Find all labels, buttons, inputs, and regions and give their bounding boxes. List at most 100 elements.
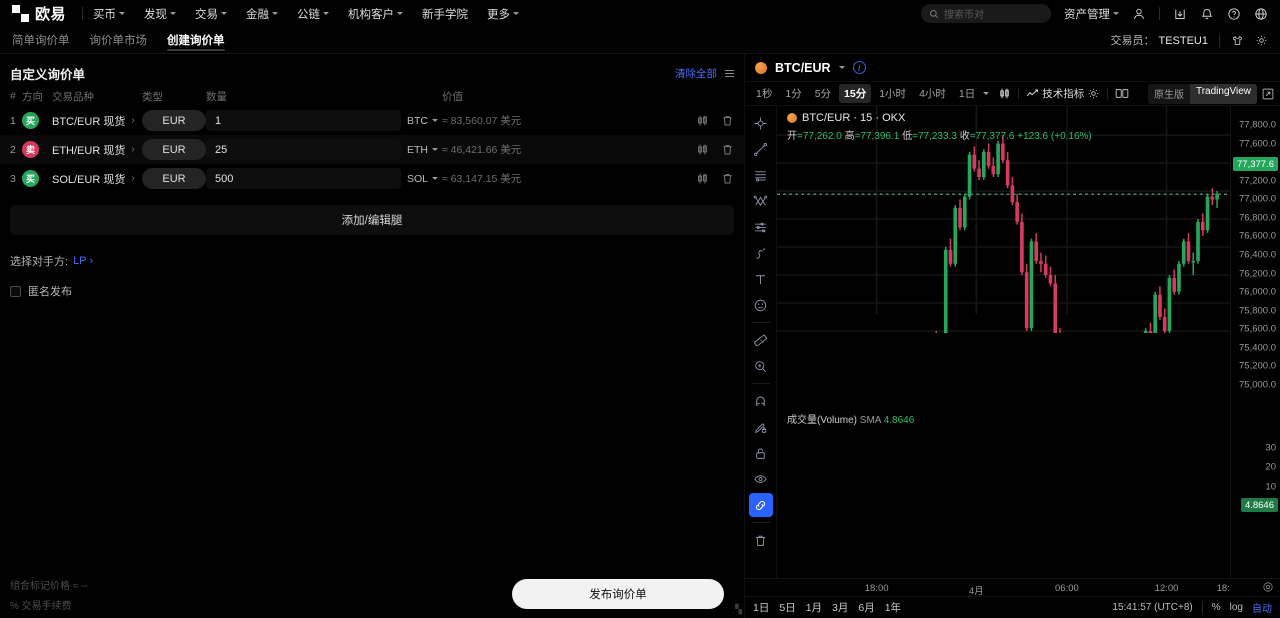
lock-icon[interactable] (749, 441, 773, 465)
globe-icon[interactable] (1254, 7, 1268, 21)
candlestick-icon[interactable] (696, 172, 709, 185)
unit-selector[interactable]: BTC (407, 115, 442, 127)
direction-toggle[interactable]: 卖 (22, 141, 52, 158)
range-5d[interactable]: 5日 (779, 602, 796, 614)
fib-pattern-icon[interactable] (749, 189, 773, 213)
nav-label: 更多 (487, 8, 511, 21)
assets-management-menu[interactable]: 资产管理 (1064, 6, 1119, 22)
trend-line-icon[interactable] (749, 137, 773, 161)
symbol-selector[interactable]: BTC/EUR 现货 › (52, 113, 142, 129)
range-3mo[interactable]: 3月 (832, 602, 849, 614)
time-axis[interactable]: 18:00 4月 06:00 12:00 18: (745, 578, 1280, 597)
bell-icon[interactable] (1200, 7, 1214, 21)
quantity-input[interactable]: 500 (206, 168, 401, 189)
timeframe-1d[interactable]: 1日 (958, 88, 976, 100)
type-pill[interactable]: EUR (142, 110, 206, 131)
quantity-input[interactable]: 1 (206, 110, 401, 131)
tab-create-rfq[interactable]: 创建询价单 (167, 27, 225, 53)
timeframe-15m[interactable]: 15分 (839, 84, 872, 103)
brand-logo[interactable]: 欧易 (12, 3, 66, 24)
chevron-down-icon[interactable] (983, 92, 990, 95)
percent-scale-toggle[interactable]: % (1211, 602, 1221, 613)
time-settings-icon[interactable] (1262, 581, 1274, 593)
search-icon (929, 9, 939, 19)
price-axis[interactable]: 77,800.077,600.077,400.077,200.077,000.0… (1230, 106, 1280, 578)
help-icon[interactable] (1227, 7, 1241, 21)
link-icon[interactable] (748, 493, 773, 517)
type-pill[interactable]: EUR (142, 139, 206, 160)
nav-item-academy[interactable]: 新手学院 (422, 6, 468, 22)
resize-handle[interactable]: ▚ (735, 604, 742, 614)
chevron-down-icon[interactable] (838, 66, 845, 69)
user-icon[interactable] (1132, 7, 1146, 21)
ruler-icon[interactable] (749, 328, 773, 352)
gear-icon[interactable] (1255, 34, 1268, 47)
direction-toggle[interactable]: 买 (22, 112, 52, 129)
text-icon[interactable] (749, 267, 773, 291)
emoji-icon[interactable] (749, 293, 773, 317)
add-edit-leg-button[interactable]: 添加/编辑腿 (10, 205, 734, 235)
info-icon[interactable]: i (852, 61, 866, 74)
unit-selector[interactable]: SOL (407, 173, 442, 185)
indicators-icon[interactable] (1026, 87, 1039, 100)
unit-selector[interactable]: ETH (407, 144, 442, 156)
brush-icon[interactable] (749, 241, 773, 265)
search-input[interactable]: 搜索币对 (921, 4, 1051, 23)
nav-item-institutional[interactable]: 机构客户 (348, 6, 404, 22)
rfq-footer: 组合标记价格 ≈ -- % 交易手续费 发布询价单 (0, 570, 744, 618)
delete-icon[interactable] (721, 143, 734, 156)
counterparty-selector[interactable]: LP › (73, 255, 93, 267)
draw-lock-icon[interactable] (749, 415, 773, 439)
nav-item-more[interactable]: 更多 (487, 6, 520, 22)
tab-simple-rfq[interactable]: 简单询价单 (12, 35, 70, 47)
visibility-icon[interactable] (749, 467, 773, 491)
mode-tradingview[interactable]: TradingView (1189, 83, 1257, 104)
nav-item-discover[interactable]: 发现 (144, 6, 177, 22)
crosshair-icon[interactable] (749, 111, 773, 135)
chart-canvas[interactable]: BTC/EUR · 15 · OKX 开=77,262.0 高=77,396.1… (777, 106, 1230, 578)
timeframe-1m[interactable]: 1分 (785, 88, 802, 100)
menu-icon[interactable] (725, 69, 734, 77)
magnet-icon[interactable] (749, 389, 773, 413)
timeframe-4h[interactable]: 4小时 (919, 88, 946, 100)
publish-rfq-button[interactable]: 发布询价单 (512, 579, 724, 609)
candlestick-type-icon[interactable] (998, 87, 1011, 100)
symbol-selector[interactable]: ETH/EUR 现货 › (52, 142, 142, 158)
direction-toggle[interactable]: 买 (22, 170, 52, 187)
type-pill[interactable]: EUR (142, 168, 206, 189)
range-1y[interactable]: 1年 (884, 602, 902, 614)
symbol-selector[interactable]: SOL/EUR 现货 › (52, 171, 142, 187)
horizontal-lines-icon[interactable] (749, 163, 773, 187)
nav-item-finance[interactable]: 金融 (246, 6, 279, 22)
anonymous-publish-checkbox[interactable]: 匿名发布 (0, 269, 744, 299)
timeframe-1s[interactable]: 1秒 (756, 88, 773, 100)
quantity-input[interactable]: 25 (206, 139, 401, 160)
nav-item-buy-crypto[interactable]: 买币 (93, 6, 126, 22)
nav-item-chain[interactable]: 公链 (297, 6, 330, 22)
range-1d[interactable]: 1日 (753, 602, 770, 614)
candlestick-icon[interactable] (696, 143, 709, 156)
fib-retracement-icon[interactable] (749, 215, 773, 239)
tab-rfq-market[interactable]: 询价单市场 (89, 35, 148, 47)
delete-icon[interactable] (721, 172, 734, 185)
indicators-label[interactable]: 技术指标 (1042, 88, 1085, 100)
chart-settings-icon[interactable] (1087, 87, 1100, 100)
trash-icon[interactable] (749, 528, 773, 552)
fullscreen-icon[interactable] (1262, 88, 1274, 100)
timeframe-5m[interactable]: 5分 (814, 88, 832, 100)
auto-scale-toggle[interactable]: 自动 (1252, 604, 1272, 615)
chart-header: BTC/EUR i (745, 54, 1280, 82)
zoom-in-icon[interactable] (749, 354, 773, 378)
range-6mo[interactable]: 6月 (858, 602, 875, 614)
clear-all-button[interactable]: 清除全部 (675, 67, 717, 80)
layout-icon[interactable] (1115, 87, 1129, 100)
mode-native[interactable]: 原生版 (1153, 90, 1184, 101)
candlestick-icon[interactable] (696, 114, 709, 127)
download-icon[interactable] (1173, 7, 1187, 21)
nav-item-trade[interactable]: 交易 (195, 6, 228, 22)
delete-icon[interactable] (721, 114, 734, 127)
shirt-icon[interactable] (1231, 34, 1244, 47)
log-scale-toggle[interactable]: log (1229, 602, 1243, 613)
range-1mo[interactable]: 1月 (805, 602, 823, 614)
timeframe-1h[interactable]: 1小时 (879, 88, 907, 100)
